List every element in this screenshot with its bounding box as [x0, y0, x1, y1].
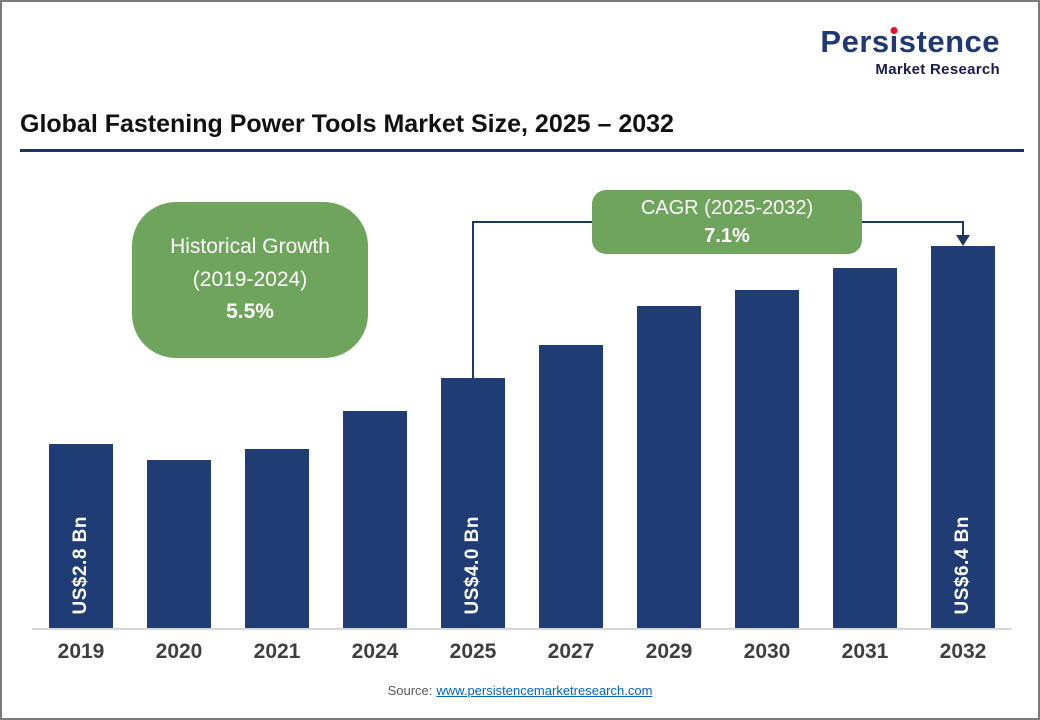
x-axis-label-2031: 2031	[841, 640, 889, 663]
bar-column: US$2.8 Bn	[32, 444, 130, 628]
x-axis-labels: 2019 2020 2021 2024 2025 2027 2029 2030 2031 2032	[32, 630, 1012, 664]
source-link[interactable]: www.persistencemarketresearch.com	[436, 683, 653, 698]
x-axis-label-2024: 2024	[351, 640, 399, 663]
bar-value-label: US$2.8 Bn	[70, 515, 91, 614]
x-axis-label-2019: 2019	[57, 640, 105, 663]
logo-red-dot-i: i	[889, 24, 899, 59]
connector-line	[962, 222, 964, 237]
bar-2027	[539, 345, 603, 628]
historical-growth-value: 5.5%	[226, 300, 274, 324]
bar-column: US$4.0 Bn	[424, 378, 522, 628]
plot-area: US$2.8 Bn US$4.0 Bn US$6.4 Bn	[32, 178, 1012, 630]
x-axis-label-2030: 2030	[743, 640, 791, 663]
bar-2019: US$2.8 Bn	[49, 444, 113, 628]
logo-brand-pre: Pers	[820, 24, 890, 59]
title-underline	[20, 149, 1024, 152]
bar-column	[326, 411, 424, 628]
chart: US$2.8 Bn US$4.0 Bn US$6.4 Bn 2019 2020 2021…	[32, 178, 1012, 664]
bar-2030	[735, 290, 799, 628]
cagr-line1: CAGR (2025-2032)	[640, 197, 814, 219]
connector-line	[862, 221, 964, 223]
bar-2025: US$4.0 Bn	[441, 378, 505, 628]
x-axis-label-2029: 2029	[645, 640, 693, 663]
bar-column	[718, 290, 816, 628]
page-title: Global Fastening Power Tools Market Size…	[20, 110, 674, 138]
bar-2031	[833, 268, 897, 628]
historical-growth-callout: Historical Growth (2019-2024) 5.5%	[132, 202, 368, 358]
connector-arrowhead	[956, 235, 970, 246]
x-axis-label-2032: 2032	[939, 640, 987, 663]
bar-column	[522, 345, 620, 628]
cagr-value: 7.1%	[704, 225, 750, 247]
source-line: Source: www.persistencemarketresearch.com	[2, 683, 1038, 698]
bar-2029	[637, 306, 701, 628]
bar-column	[816, 268, 914, 628]
bar-column: US$6.4 Bn	[914, 246, 1012, 628]
bar-2020	[147, 460, 211, 628]
logo-brand-post: stence	[898, 24, 1000, 59]
bar-value-label: US$4.0 Bn	[462, 515, 483, 614]
bar-column	[130, 460, 228, 628]
logo-tagline: Market Research	[875, 61, 1000, 78]
source-prefix: Source:	[387, 683, 433, 698]
x-axis-label-2027: 2027	[547, 640, 595, 663]
bar-2021	[245, 449, 309, 628]
bar-column	[620, 306, 718, 628]
connector-line	[472, 222, 474, 378]
historical-growth-line2: (2019-2024)	[192, 267, 308, 291]
bar-2024	[343, 411, 407, 628]
connector-line	[472, 221, 592, 223]
x-axis-label-2020: 2020	[155, 640, 203, 663]
x-axis-label-2021: 2021	[253, 640, 301, 663]
bar-2032: US$6.4 Bn	[931, 246, 995, 628]
logo: Persistence Market Research	[820, 26, 1000, 78]
bar-value-label: US$6.4 Bn	[952, 515, 973, 614]
historical-growth-line1: Historical Growth	[170, 235, 330, 259]
bar-column	[228, 449, 326, 628]
cagr-callout: CAGR (2025-2032) 7.1%	[592, 190, 862, 254]
x-axis-label-2025: 2025	[449, 640, 497, 663]
logo-brand: Persistence	[820, 26, 1000, 57]
